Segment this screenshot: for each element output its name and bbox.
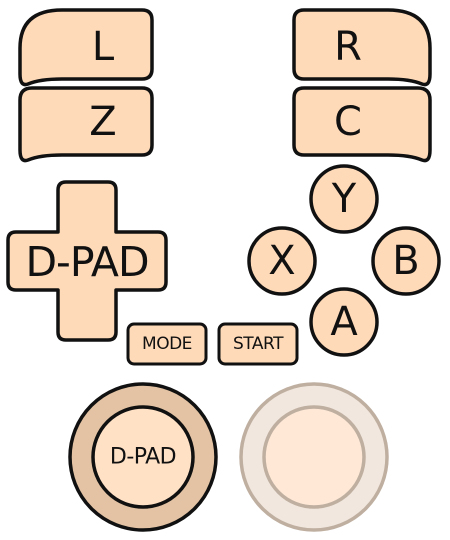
start-button[interactable]: START [217, 322, 299, 366]
r-shoulder-button[interactable]: R [292, 8, 432, 87]
dpad[interactable]: D-PAD [6, 180, 168, 342]
a-button[interactable]: A [309, 287, 379, 357]
l-shoulder-button[interactable]: L [18, 8, 154, 87]
c-shoulder-button[interactable]: C [292, 86, 432, 163]
b-button[interactable]: B [371, 226, 441, 296]
mode-button[interactable]: MODE [126, 322, 208, 366]
x-button[interactable]: X [247, 226, 317, 296]
z-shoulder-button[interactable]: Z [18, 86, 154, 163]
y-button[interactable]: Y [309, 164, 379, 234]
right-analog-stick[interactable] [239, 382, 389, 532]
left-analog-stick[interactable]: D-PAD [68, 382, 218, 532]
